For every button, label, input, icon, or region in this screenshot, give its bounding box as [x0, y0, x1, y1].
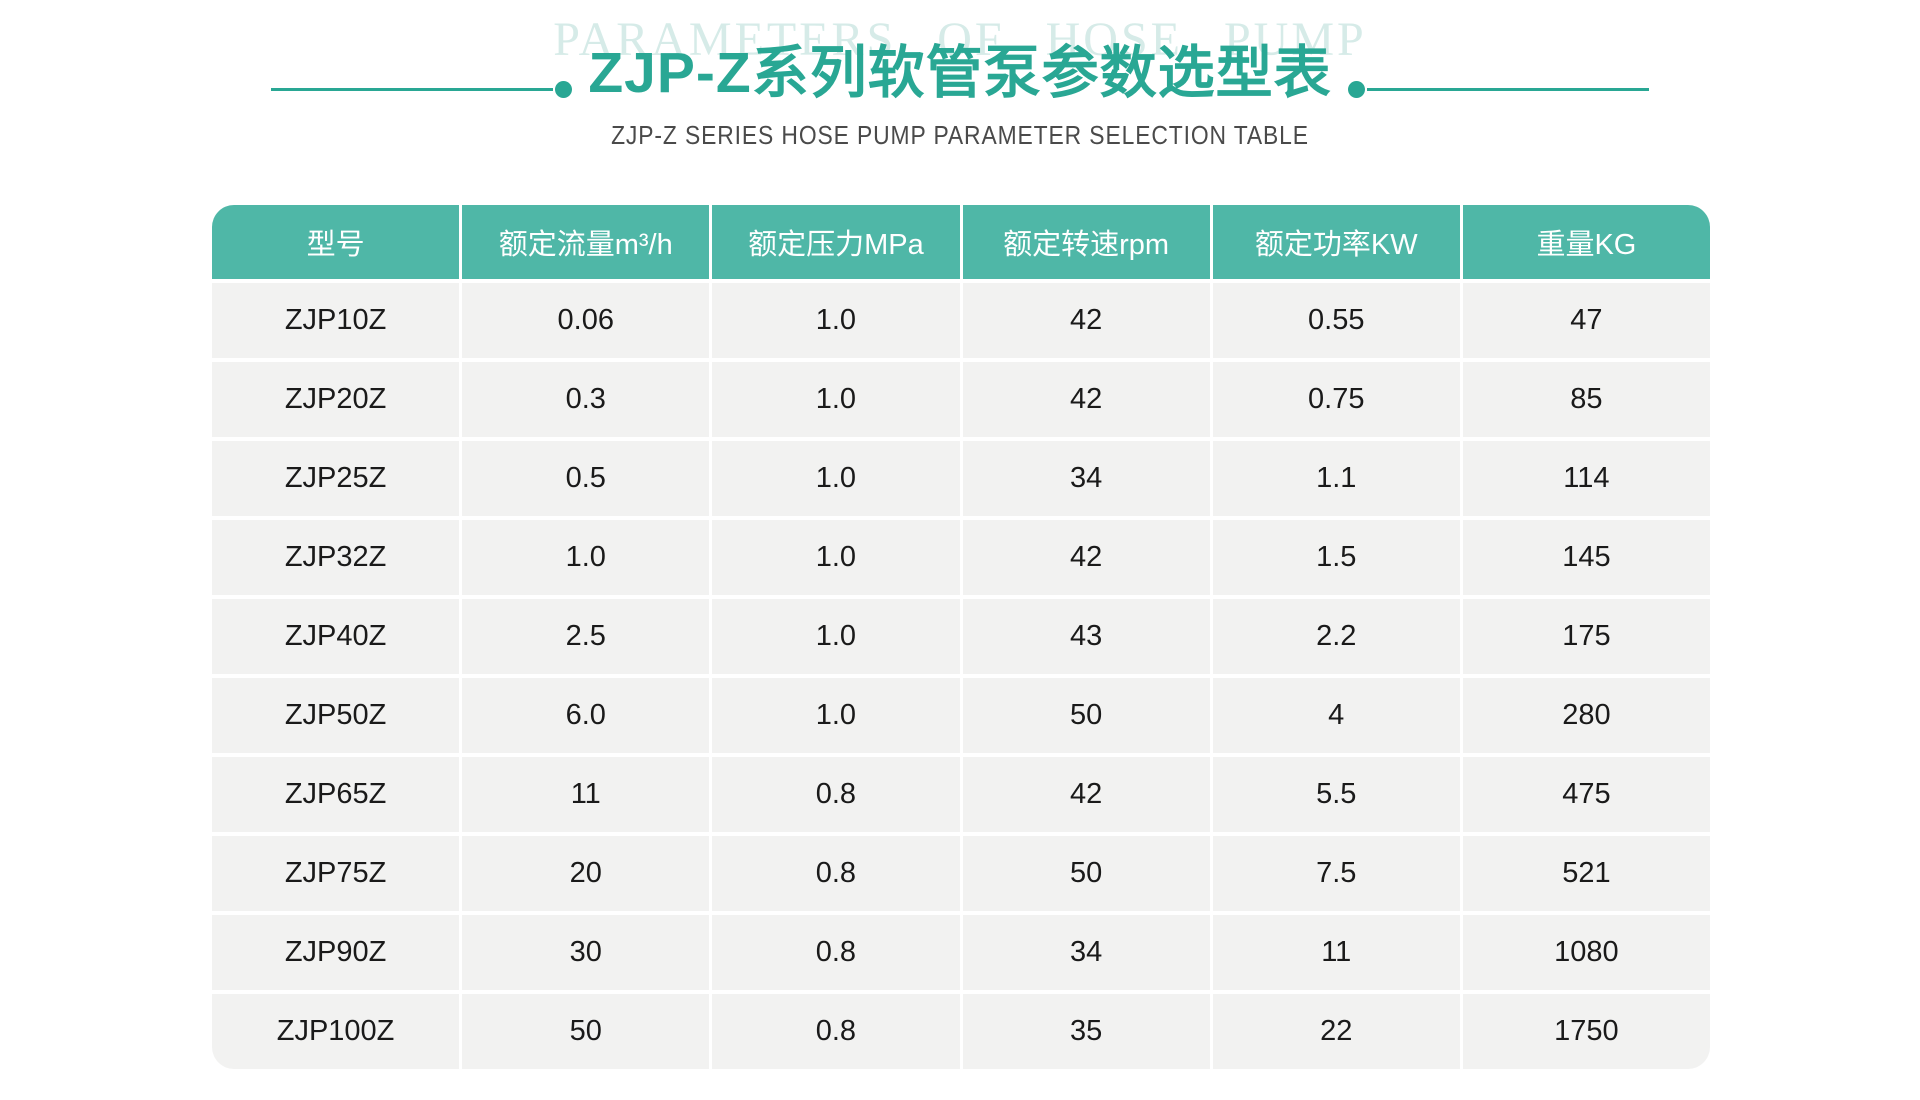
table-cell: 20	[462, 836, 710, 911]
table-row: ZJP100Z 50 0.8 35 22 1750	[212, 994, 1710, 1069]
table-cell: 42	[962, 283, 1210, 358]
table-cell: 145	[1462, 520, 1710, 595]
table-row: ZJP40Z 2.5 1.0 43 2.2 175	[212, 599, 1710, 674]
table-cell: 50	[962, 836, 1210, 911]
table-cell: 175	[1462, 599, 1710, 674]
table-row: ZJP25Z 0.5 1.0 34 1.1 114	[212, 441, 1710, 516]
table-cell: 2.5	[462, 599, 710, 674]
table-cell: 2.2	[1212, 599, 1460, 674]
table-cell: 47	[1462, 283, 1710, 358]
table-cell: 6.0	[462, 678, 710, 753]
column-header-4: 额定功率KW	[1212, 205, 1460, 279]
table-cell: ZJP20Z	[212, 362, 460, 437]
table-cell: 1.5	[1212, 520, 1460, 595]
table-cell: 1750	[1462, 994, 1710, 1069]
table-cell: 42	[962, 362, 1210, 437]
column-header-3: 额定转速rpm	[962, 205, 1210, 279]
table-body: ZJP10Z 0.06 1.0 42 0.55 47 ZJP20Z 0.3 1.0 42 0.75 8…	[212, 283, 1710, 1069]
table-cell: ZJP100Z	[212, 994, 460, 1069]
table-cell: 114	[1462, 441, 1710, 516]
title-left-line	[271, 88, 554, 92]
table-row: ZJP90Z 30 0.8 34 11 1080	[212, 915, 1710, 990]
table-cell: 50	[962, 678, 1210, 753]
table-cell: 0.75	[1212, 362, 1460, 437]
table-row: ZJP10Z 0.06 1.0 42 0.55 47	[212, 283, 1710, 358]
table-cell: ZJP25Z	[212, 441, 460, 516]
table-cell: 42	[962, 757, 1210, 832]
title-left-dot-icon	[555, 81, 573, 99]
table-cell: 0.5	[462, 441, 710, 516]
table-cell: ZJP32Z	[212, 520, 460, 595]
table-cell: 1.0	[462, 520, 710, 595]
page-title: ZJP-Z系列软管泵参数选型表	[588, 41, 1332, 105]
table-cell: 34	[962, 441, 1210, 516]
table-cell: ZJP10Z	[212, 283, 460, 358]
table-cell: 1.0	[712, 520, 960, 595]
table-header-row: 型号 额定流量m³/h 额定压力MPa 额定转速rpm 额定功率KW 重量KG	[212, 205, 1710, 279]
table-cell: 22	[1212, 994, 1460, 1069]
table-row: ZJP50Z 6.0 1.0 50 4 280	[212, 678, 1710, 753]
column-header-0: 型号	[212, 205, 460, 279]
table-row: ZJP65Z 11 0.8 42 5.5 475	[212, 757, 1710, 832]
table-cell: 50	[462, 994, 710, 1069]
table-cell: 0.8	[712, 757, 960, 832]
table-cell: 42	[962, 520, 1210, 595]
table-cell: 0.06	[462, 283, 710, 358]
table-cell: 475	[1462, 757, 1710, 832]
page-subtitle: ZJP-Z SERIES HOSE PUMP PARAMETER SELECTI…	[611, 120, 1309, 150]
table-cell: 30	[462, 915, 710, 990]
watermark-text: PARAMETERS OF HOSE PUMP	[553, 13, 1367, 66]
table-cell: 5.5	[1212, 757, 1460, 832]
table-cell: ZJP90Z	[212, 915, 460, 990]
table-cell: 1.0	[712, 283, 960, 358]
table-cell: ZJP65Z	[212, 757, 460, 832]
table-cell: 85	[1462, 362, 1710, 437]
title-row: ZJP-Z系列软管泵参数选型表	[0, 40, 1920, 107]
table-cell: 1.0	[712, 441, 960, 516]
column-header-2: 额定压力MPa	[712, 205, 960, 279]
title-right-dot-icon	[1347, 81, 1365, 99]
table-cell: 4	[1212, 678, 1460, 753]
table-cell: 34	[962, 915, 1210, 990]
table-cell: 35	[962, 994, 1210, 1069]
table-cell: 1.0	[712, 599, 960, 674]
table-cell: ZJP50Z	[212, 678, 460, 753]
table-row: ZJP75Z 20 0.8 50 7.5 521	[212, 836, 1710, 911]
table-cell: 280	[1462, 678, 1710, 753]
table-cell: 11	[462, 757, 710, 832]
table-cell: 0.55	[1212, 283, 1460, 358]
table-cell: 0.3	[462, 362, 710, 437]
table-cell: 1080	[1462, 915, 1710, 990]
parameter-table: 型号 额定流量m³/h 额定压力MPa 额定转速rpm 额定功率KW 重量KG ZJP10…	[212, 205, 1710, 1069]
table-cell: 0.8	[712, 994, 960, 1069]
column-header-5: 重量KG	[1462, 205, 1710, 279]
title-right-line	[1366, 88, 1649, 92]
table-row: ZJP20Z 0.3 1.0 42 0.75 85	[212, 362, 1710, 437]
table-cell: 1.0	[712, 678, 960, 753]
table-cell: 43	[962, 599, 1210, 674]
table-cell: 1.0	[712, 362, 960, 437]
table-cell: 1.1	[1212, 441, 1460, 516]
table-row: ZJP32Z 1.0 1.0 42 1.5 145	[212, 520, 1710, 595]
table-cell: 11	[1212, 915, 1460, 990]
table-cell: ZJP40Z	[212, 599, 460, 674]
table-cell: 7.5	[1212, 836, 1460, 911]
table-cell: 521	[1462, 836, 1710, 911]
table-cell: 0.8	[712, 915, 960, 990]
table-cell: ZJP75Z	[212, 836, 460, 911]
table-cell: 0.8	[712, 836, 960, 911]
column-header-1: 额定流量m³/h	[462, 205, 710, 279]
